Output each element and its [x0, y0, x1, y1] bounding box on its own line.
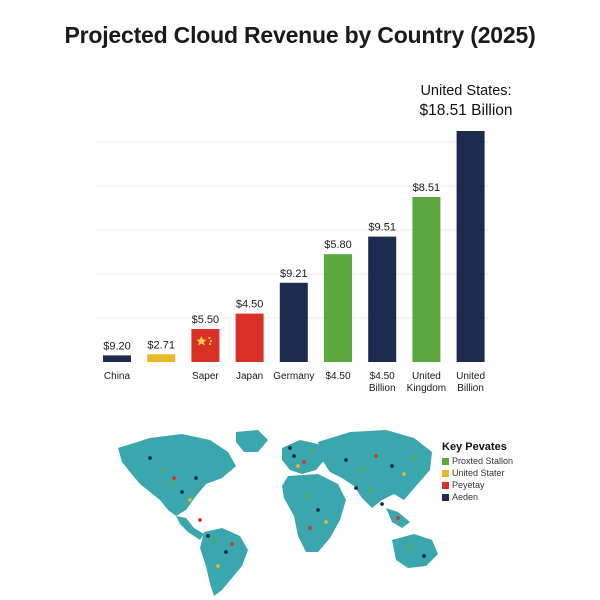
map-marker: [194, 476, 198, 480]
map-marker: [368, 488, 372, 492]
legend-swatch: [442, 481, 449, 489]
bar-value-label: $4.50: [236, 299, 264, 311]
map-marker: [230, 542, 234, 546]
callout-label: United States:: [420, 83, 512, 99]
bar-value-label: $5.80: [324, 239, 352, 251]
category-label: United: [456, 371, 485, 382]
legend-title: Key Pevates: [442, 441, 507, 453]
bar: [147, 354, 176, 362]
map-marker: [344, 458, 348, 462]
category-label: Germany: [273, 371, 314, 382]
map-marker: [408, 546, 412, 550]
map-marker: [422, 554, 426, 558]
south-america: [200, 528, 248, 596]
asia: [318, 430, 432, 508]
legend-item: Proxted Stallon: [442, 455, 513, 467]
category-label: $4.50: [370, 371, 395, 382]
map-marker: [310, 450, 314, 454]
map-marker: [390, 464, 394, 468]
map-marker: [188, 498, 192, 502]
bar: [368, 236, 397, 362]
map-marker: [324, 520, 328, 524]
bar: [191, 329, 220, 362]
map-marker: [170, 482, 174, 486]
category-label: Japan: [236, 371, 263, 382]
category-label: Billion: [369, 383, 396, 394]
bar: [279, 282, 308, 362]
map-marker: [198, 518, 202, 522]
legend-label: Peyetay: [452, 480, 485, 490]
map-marker: [380, 502, 384, 506]
legend-swatch: [442, 469, 449, 477]
legend-item: Aeden: [442, 491, 513, 503]
map-marker: [374, 454, 378, 458]
category-label: Kingdom: [407, 383, 446, 394]
category-label: Saper: [192, 371, 219, 382]
bar: [412, 197, 441, 362]
map-marker: [288, 446, 292, 450]
flag-icon: [196, 336, 212, 346]
greenland: [236, 430, 268, 452]
map-marker: [308, 526, 312, 530]
map-marker: [316, 508, 320, 512]
bar-value-label: $5.50: [192, 314, 220, 326]
legend-swatch: [442, 493, 449, 501]
australia: [392, 534, 438, 568]
map-marker: [296, 464, 300, 468]
bar: [103, 355, 131, 362]
bar-value-label: $8.51: [413, 182, 441, 194]
map-marker: [396, 516, 400, 520]
map-marker: [402, 472, 406, 476]
map-marker: [354, 486, 358, 490]
legend-label: Aeden: [452, 492, 479, 502]
bar-chart: $9.20 China $2.71 $5.50 Saper $4.50 Japan $9.21…: [97, 131, 488, 394]
map-marker: [360, 468, 364, 472]
bar-value-label: $9.51: [368, 222, 396, 234]
legend-swatch: [442, 457, 449, 465]
map-marker: [206, 534, 210, 538]
map-marker: [212, 538, 216, 542]
bar: [456, 131, 485, 362]
bar-value-label: $9.20: [103, 340, 131, 352]
world-landmass: [118, 430, 438, 596]
map-marker: [224, 550, 228, 554]
legend-label: United Stater: [452, 468, 505, 478]
category-label: United: [412, 371, 441, 382]
map-marker: [412, 456, 416, 460]
map-marker: [304, 494, 308, 498]
map-marker: [148, 456, 152, 460]
chart-title: Projected Cloud Revenue by Country (2025…: [64, 22, 536, 48]
category-label: Billion: [457, 383, 484, 394]
map-marker: [172, 476, 176, 480]
top-bar-callout: United States: $18.51 Billion: [396, 82, 536, 120]
bar-value-label: $9.21: [280, 268, 308, 280]
bar-value-label: $2.71: [147, 339, 175, 351]
category-label: China: [104, 371, 131, 382]
europe: [282, 440, 326, 474]
map-markers: [148, 446, 426, 568]
map-marker: [216, 564, 220, 568]
bar: [235, 313, 264, 362]
map-marker: [180, 490, 184, 494]
map-marker: [160, 468, 164, 472]
map-legend: Key Pevates Proxted Stallon United Stater…: [442, 440, 513, 503]
legend-label: Proxted Stallon: [452, 456, 514, 466]
africa: [282, 474, 346, 552]
central-america: [176, 516, 204, 540]
legend-item: United Stater: [442, 467, 513, 479]
bar: [324, 254, 352, 362]
map-marker: [302, 460, 306, 464]
category-label: $4.50: [325, 371, 350, 382]
callout-value: $18.51 Billion: [419, 102, 513, 119]
legend-item: Peyetay: [442, 479, 513, 491]
map-marker: [292, 454, 296, 458]
north-america: [118, 434, 236, 516]
